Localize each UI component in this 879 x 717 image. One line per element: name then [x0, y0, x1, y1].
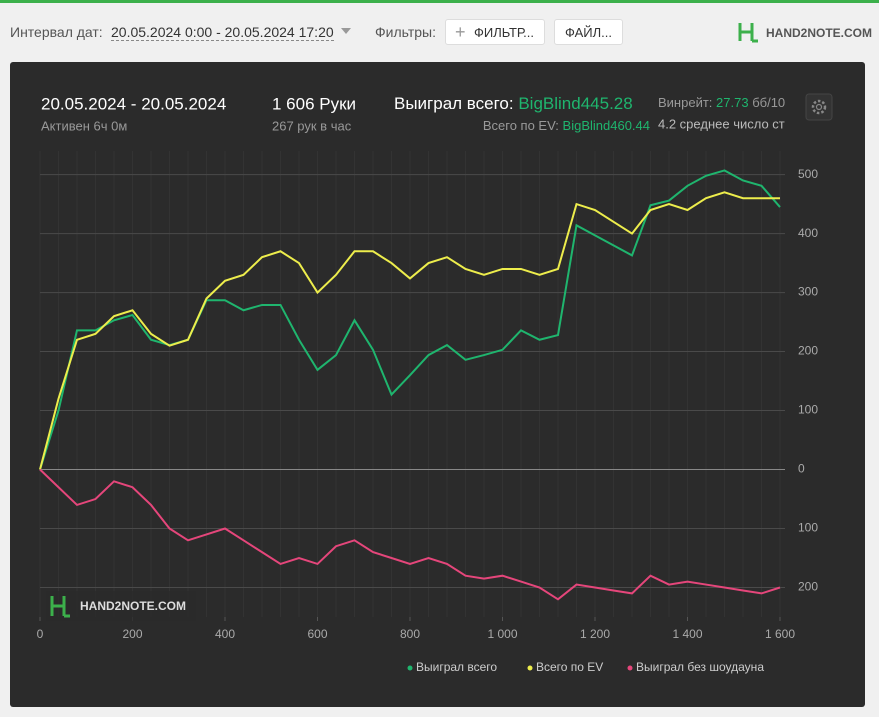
- y-tick-label: 100: [798, 521, 818, 535]
- ev-value: BigBlind460.44: [563, 118, 650, 133]
- x-tick-label: 600: [307, 627, 327, 641]
- top-accent: [0, 0, 879, 3]
- plus-icon: +: [455, 22, 466, 42]
- x-tick-label: 800: [400, 627, 420, 641]
- date-range[interactable]: 20.05.2024 0:00 - 20.05.2024 17:20: [111, 24, 334, 41]
- series-line: [39, 169, 781, 470]
- filters-label: Фильтры:: [375, 24, 436, 40]
- gear-center: [815, 103, 823, 111]
- settings-button[interactable]: [805, 93, 833, 121]
- tables: 4.2 среднее число ст: [658, 116, 785, 131]
- filter-button-text: ФИЛЬТР...: [474, 25, 534, 40]
- hands-per-hour: 267 рук в час: [272, 118, 352, 133]
- watermark-text: HAND2NOTE.COM: [80, 599, 186, 613]
- gear-icon: [811, 99, 827, 115]
- series-line: [39, 191, 780, 470]
- y-tick-label: 200: [798, 580, 818, 594]
- chart: 20.05.2024 - 20.05.2024 Активен 6ч 0м 1 …: [37, 93, 833, 674]
- ev-total: Всего по EV: BigBlind460.44: [483, 118, 650, 133]
- x-tick-label: 1 200: [580, 627, 610, 641]
- legend-dot: [527, 665, 533, 671]
- winrate-label: Винрейт:: [658, 95, 712, 110]
- x-tick-label: 200: [122, 627, 142, 641]
- dates: 20.05.2024 - 20.05.2024: [41, 94, 226, 113]
- x-tick-label: 0: [37, 627, 44, 641]
- won-label: Выиграл всего:: [394, 94, 514, 113]
- logo-icon: [738, 23, 758, 43]
- winrate: Винрейт: 27.73 бб/10: [658, 95, 785, 110]
- won-total: Выиграл всего: BigBlind445.28: [394, 94, 633, 113]
- y-tick-label: 0: [798, 462, 805, 476]
- legend-label[interactable]: Всего по EV: [536, 660, 603, 674]
- legend-label[interactable]: Выиграл всего: [416, 660, 497, 674]
- dropdown-arrow[interactable]: [341, 28, 351, 34]
- file-button[interactable]: ФАЙЛ...: [554, 19, 623, 45]
- watermark-bg: [46, 591, 196, 621]
- y-tick-label: 100: [798, 403, 818, 417]
- won-value: BigBlind445.28: [518, 94, 632, 113]
- x-tick-label: 1 000: [487, 627, 517, 641]
- y-tick-label: 300: [798, 285, 818, 299]
- y-tick-label: 200: [798, 344, 818, 358]
- legend-dot: [627, 665, 633, 671]
- logo-text: HAND2NOTE.COM: [766, 26, 873, 40]
- active: Активен 6ч 0м: [41, 118, 127, 133]
- hands: 1 606 Руки: [272, 94, 356, 113]
- graph-panel: 20.05.2024 - 20.05.2024 Активен 6ч 0м 1 …: [10, 62, 865, 707]
- y-tick-label: 400: [798, 226, 818, 240]
- winrate-value: 27.73: [716, 95, 749, 110]
- series-line: [39, 468, 781, 601]
- x-tick-label: 400: [215, 627, 235, 641]
- filter-button[interactable]: + ФИЛЬТР...: [445, 19, 545, 45]
- legend-label[interactable]: Выиграл без шоудауна: [636, 660, 764, 674]
- x-tick-label: 1 400: [672, 627, 702, 641]
- watermark: HAND2NOTE.COM: [46, 591, 196, 621]
- legend-dot: [407, 665, 413, 671]
- y-tick-label: 500: [798, 167, 818, 181]
- ev-label: Всего по EV:: [483, 118, 559, 133]
- x-tick-label: 1 600: [765, 627, 795, 641]
- winrate-unit: бб/10: [752, 95, 785, 110]
- date-label: Интервал дат:: [10, 24, 103, 40]
- watermark-icon: [50, 596, 70, 618]
